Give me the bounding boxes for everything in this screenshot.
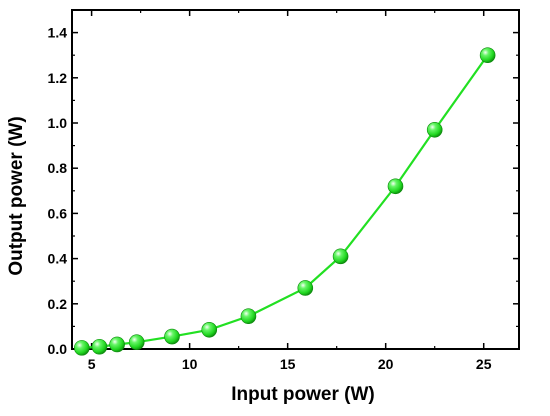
data-point [297,280,314,296]
y-tick-label: 0.6 [48,205,68,221]
y-tick-label: 0.4 [48,251,68,267]
data-point [332,248,349,265]
data-point [109,336,125,353]
x-tick-label: 15 [280,356,296,372]
data-point [91,338,108,355]
series-line [81,54,489,349]
y-tick-label: 0.2 [48,296,68,312]
data-point [201,321,218,338]
x-axis-title: Input power (W) [231,384,375,405]
y-tick-label: 1.0 [48,115,68,131]
data-point [479,47,496,64]
data-point [74,340,90,356]
y-tick-label: 1.2 [48,70,68,86]
data-point [240,308,257,325]
x-tick-label: 25 [476,356,492,372]
x-tick-label: 20 [378,356,394,372]
y-axis-title: Output power (W) [6,116,27,275]
data-point [387,178,404,195]
data-point [426,121,443,138]
y-tick-label: 0.0 [48,341,68,357]
plot-area: 5 10 15 20 25 0.0 0.2 0.4 0.6 0.8 1.0 1.2 1.4 [48,9,520,372]
plot-frame [71,9,520,350]
data-point [164,328,180,345]
y-tick-label: 1.4 [48,25,68,41]
x-tick-label: 10 [182,356,198,372]
data-point [128,334,145,351]
x-tick-label: 5 [88,356,96,372]
y-tick-label: 0.8 [48,160,68,176]
